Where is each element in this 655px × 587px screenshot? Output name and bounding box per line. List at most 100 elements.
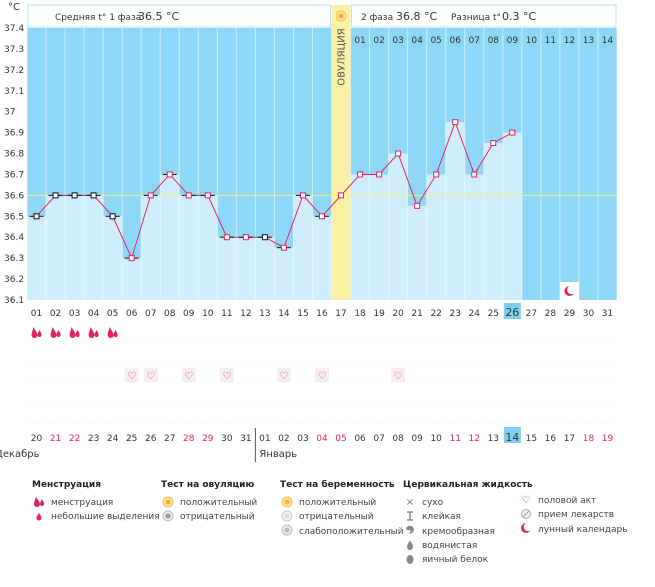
legend-pregnancy-test-title: Тест на беременность [280,480,395,490]
dry-cross-icon: × [405,497,415,509]
temperature-bar [198,195,218,300]
menstruation-drop-icon [69,327,76,338]
calendar-date-label: 17 [564,434,575,444]
phase2-day-number: 07 [469,36,480,46]
menstruation-drop-icon [107,327,114,338]
x-day-label: 30 [583,309,595,319]
temperature-point [147,192,154,199]
legend-item: ♡ половой акт [519,494,628,508]
y-tick-label: 36.6 [4,191,24,201]
y-tick-label: 37.3 [4,45,24,55]
legend-label: яичный белок [422,555,489,566]
temperature-bar [122,258,142,300]
menstruation-drop-icon [56,330,61,337]
legend-label: кремообразная [422,526,495,537]
calendar-date-label: 04 [316,434,328,444]
y-tick-label: 36.7 [4,170,24,180]
x-day-label: 04 [88,309,100,319]
heart-cell [219,368,234,382]
x-day-label: 26 [505,306,519,319]
y-tick-label: 36.5 [4,212,24,222]
phase2-day-number: 01 [354,36,365,46]
x-day-label: 21 [411,309,422,319]
x-day-label: 16 [316,309,328,319]
legend-item: × сухо [403,496,533,510]
x-day-label: 19 [373,309,385,319]
phase1-header-box [27,4,332,28]
phase2-day-number: 14 [602,36,614,46]
temperature-bar [103,216,123,300]
x-day-label: 27 [526,309,537,319]
moon-icon [519,522,533,537]
temperature-bar [141,195,161,300]
x-day-label: 29 [564,309,576,319]
ovulation-column [331,5,351,300]
y-tick-label: 36.1 [4,296,24,306]
sticky-icon [403,510,417,525]
temperature-point [109,213,116,220]
temperature-point [433,171,440,178]
x-day-label: 17 [335,309,346,319]
legend-other: ♡ половой акт прием лекарств лунный кале… [519,494,628,537]
x-day-label: 01 [31,309,42,319]
y-axis-unit: °C [8,2,20,13]
phase2-day-number: 02 [373,36,384,46]
calendar-date-label: 02 [278,434,289,444]
temperature-point [452,119,459,126]
x-day-label: 03 [69,309,80,319]
heart-icon: ♡ [127,371,136,382]
legend-item: яичный белок [403,553,533,567]
temperature-bar [293,195,313,300]
temperature-bar [179,195,199,300]
temperature-bar [502,132,522,300]
temperature-point [223,234,230,241]
temperature-point [395,150,402,157]
legend-label: лунный календарь [538,524,628,535]
calendar-date-label: 14 [505,431,519,444]
temperature-bar [388,153,408,300]
temperature-bar [46,195,66,300]
temperature-bar [84,195,104,300]
temperature-bar [217,237,237,300]
y-tick-label: 37.4 [4,24,24,34]
calendar-date-label: 29 [202,434,214,444]
temperature-point [299,192,306,199]
ovulation-sun-icon-core [338,13,344,19]
calendar-date-label: 28 [183,434,195,444]
menstruation-drop-icon [113,330,118,337]
temperature-bar [407,205,427,300]
phase2-day-number: 04 [411,36,423,46]
x-day-label: 05 [107,309,118,319]
calendar-date-label: 12 [469,434,480,444]
creamy-icon [403,524,417,539]
calendar-date-label: 15 [526,434,537,444]
temperature-point [90,192,97,199]
x-day-label: 23 [449,309,460,319]
temperature-point [33,213,40,220]
y-tick-label: 37.2 [4,66,24,76]
legend-item: положительный [161,496,257,510]
calendar-date-label: 18 [583,434,595,444]
positive-sun-icon [161,496,175,511]
legend-item: положительный [280,496,404,510]
temperature-bar [369,174,389,300]
heart-cell [315,368,329,382]
calendar-date-label: 11 [449,434,460,444]
menstruation-drop-icon [37,330,42,337]
menstruation-drops-icon [32,496,46,511]
y-tick-label: 37 [4,108,15,118]
temperature-point [261,234,268,241]
calendar-date-label: 05 [335,434,346,444]
menstruation-drop-icon [31,327,38,338]
y-tick-label: 36.2 [4,275,24,285]
calendar-date-label: 24 [107,434,119,444]
heart-icon: ♡ [279,371,288,382]
phase2-day-number: 11 [545,36,556,46]
phase2-day-number: 05 [430,36,441,46]
y-tick-label: 36.9 [4,129,24,139]
x-day-label: 28 [545,309,557,319]
current-day-highlight [503,303,521,319]
phase2-day-number: 06 [449,36,461,46]
temperature-point [204,192,211,199]
legend-ovulation-test: Тест на овуляцию положительный отрицател… [161,480,257,525]
